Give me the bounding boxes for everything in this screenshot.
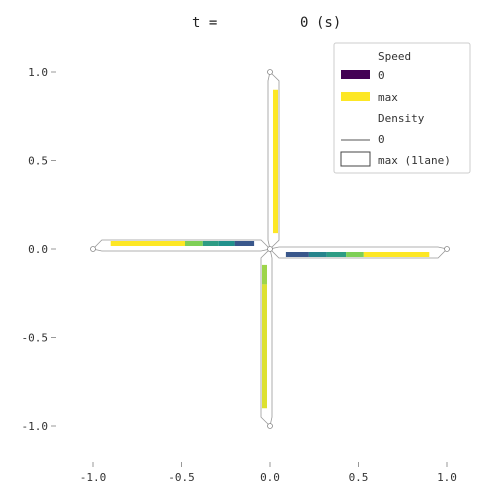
chart-title-value: 0 [300,15,308,31]
x-tick-label: -0.5 [168,471,195,484]
y-tick-label: 0.5 [28,155,48,168]
x-tick-label: 0.5 [349,471,369,484]
node-north [267,69,273,75]
legend-density-min-label: 0 [378,133,385,146]
legend-speed-max-swatch [341,92,370,101]
chart-title-prefix: t = [192,15,217,31]
node-east [444,246,450,252]
legend-speed-header: Speed [378,50,411,63]
y-tick-label: -1.0 [22,420,49,433]
y-axis: 1.0 0.5 0.0 -0.5 -1.0 [22,66,56,433]
x-axis: -1.0 -0.5 0.0 0.5 1.0 [80,462,457,484]
legend-speed-min-label: 0 [378,69,385,82]
node-west [90,246,96,252]
chart-title-unit: (s) [316,15,341,31]
node-center [267,246,273,252]
network-nodes [90,69,450,429]
legend: Speed 0 max Density 0 max (1lane) [333,42,471,174]
x-tick-label: 1.0 [437,471,457,484]
y-tick-label: 0.0 [28,243,48,256]
legend-density-header: Density [378,112,425,125]
node-south [267,423,273,429]
legend-speed-min-swatch [341,70,370,79]
y-tick-label: -0.5 [22,332,49,345]
x-tick-label: 0.0 [260,471,280,484]
x-tick-label: -1.0 [80,471,107,484]
legend-speed-max-label: max [378,91,398,104]
road-network [92,71,448,427]
y-tick-label: 1.0 [28,66,48,79]
legend-density-max-swatch [340,151,371,167]
legend-density-max-label: max (1lane) [378,154,451,167]
